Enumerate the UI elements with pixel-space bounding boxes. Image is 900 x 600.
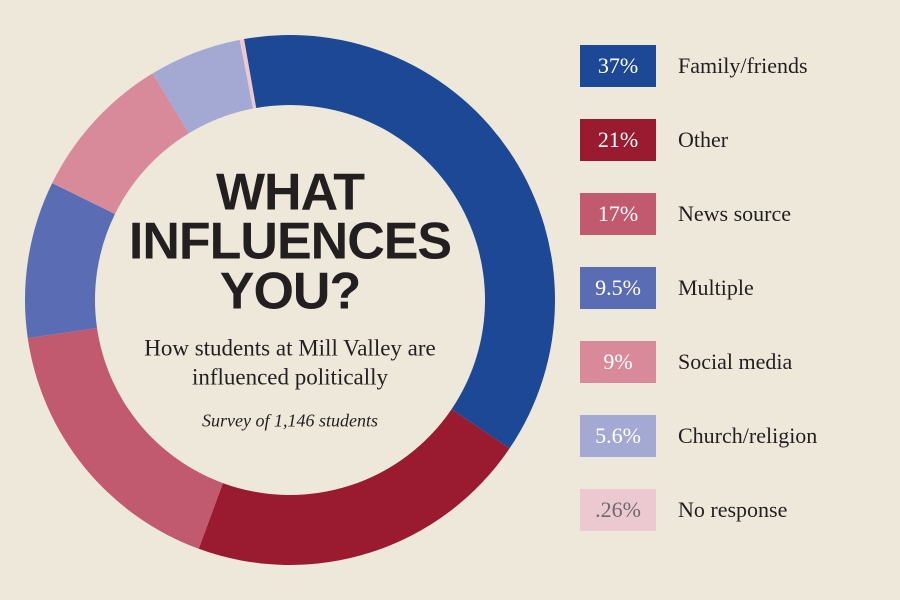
legend-row: .26% No response <box>580 489 880 531</box>
legend-row: 9.5% Multiple <box>580 267 880 309</box>
legend-badge: 17% <box>580 193 656 235</box>
chart-title: WHAT INFLUENCES YOU? <box>110 169 470 317</box>
legend-badge: 5.6% <box>580 415 656 457</box>
chart-center-text: WHAT INFLUENCES YOU? How students at Mil… <box>110 169 470 432</box>
legend-row: 5.6% Church/religion <box>580 415 880 457</box>
legend-badge: 21% <box>580 119 656 161</box>
chart-survey-note: Survey of 1,146 students <box>110 410 470 431</box>
legend-label: Family/friends <box>678 53 808 79</box>
legend-row: 17% News source <box>580 193 880 235</box>
legend-badge: 37% <box>580 45 656 87</box>
legend-badge: 9.5% <box>580 267 656 309</box>
legend-label: Social media <box>678 349 792 375</box>
legend: 37% Family/friends 21% Other 17% News source 9… <box>580 45 880 563</box>
legend-label: Church/religion <box>678 423 817 449</box>
legend-row: 21% Other <box>580 119 880 161</box>
donut-chart: WHAT INFLUENCES YOU? How students at Mil… <box>20 20 560 580</box>
legend-row: 37% Family/friends <box>580 45 880 87</box>
legend-row: 9% Social media <box>580 341 880 383</box>
legend-label: News source <box>678 201 791 227</box>
legend-badge: 9% <box>580 341 656 383</box>
chart-subtitle: How students at Mill Valley are influenc… <box>110 335 470 393</box>
legend-badge: .26% <box>580 489 656 531</box>
donut-slice <box>199 409 510 565</box>
legend-label: Other <box>678 127 728 153</box>
legend-label: No response <box>678 497 787 523</box>
legend-label: Multiple <box>678 275 754 301</box>
